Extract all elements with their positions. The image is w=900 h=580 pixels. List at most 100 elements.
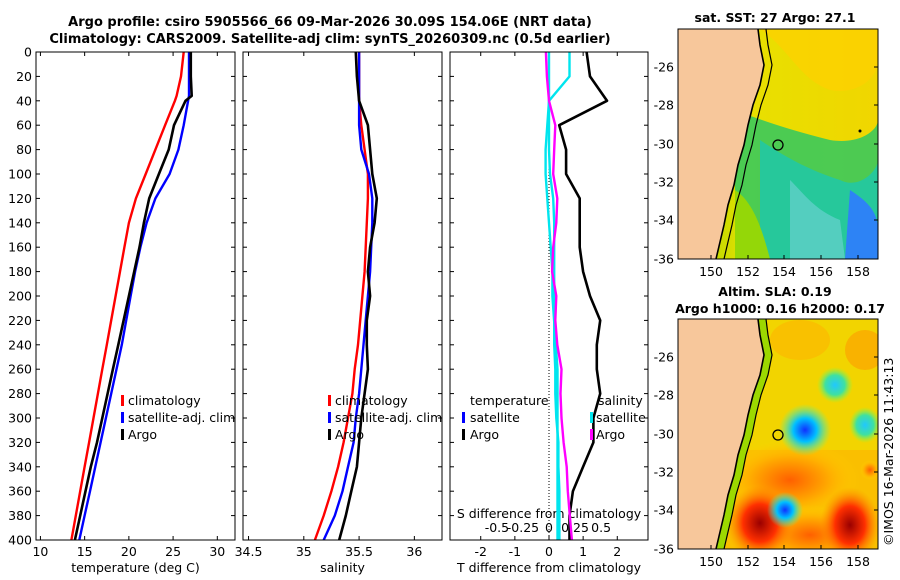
depth-tick-label: 40 bbox=[16, 93, 32, 108]
x2-tick-label: -0.25 bbox=[507, 520, 539, 535]
legend-label-climatology: climatology bbox=[335, 393, 408, 408]
legend-swatch bbox=[121, 412, 124, 423]
sla-map: -26 -28 -30 -32 -34 -36 150 152 154 156 158 bbox=[654, 318, 879, 569]
depth-tick-label: 20 bbox=[16, 69, 32, 84]
map-lat-label: -28 bbox=[654, 388, 674, 403]
map-lat-label: -36 bbox=[654, 542, 674, 557]
series-climatology bbox=[313, 52, 370, 541]
legend-label-T-satellite: satellite bbox=[470, 410, 520, 425]
map-lon-label: 158 bbox=[846, 554, 870, 569]
legend-difference: temperature salinity satellite satellite Arg… bbox=[462, 393, 646, 442]
panel-salinity: 34.5 35 35.5 36 salinity bbox=[235, 51, 443, 575]
legend-label-S-argo: Argo bbox=[596, 427, 625, 442]
legend-swatch bbox=[590, 412, 593, 423]
sst-field bbox=[678, 29, 878, 259]
map-lat-label: -32 bbox=[654, 465, 674, 480]
profile-charts: 0204060801001201401601802002202402602803… bbox=[8, 45, 649, 575]
imos-stamp: ©IMOS 16-Mar-2026 11:43:13 bbox=[881, 358, 896, 546]
depth-tick-label: 380 bbox=[8, 508, 32, 523]
x-tick-label: -2 bbox=[474, 544, 486, 559]
series-argo bbox=[337, 51, 379, 541]
depth-tick-label: 200 bbox=[8, 289, 32, 304]
sst-map: -26 -28 -30 -32 -34 -36 150 152 154 156 158 bbox=[654, 28, 879, 279]
depth-tick-label: 240 bbox=[8, 337, 32, 352]
depth-tick-label: 260 bbox=[8, 362, 32, 377]
depth-tick-label: 320 bbox=[8, 435, 32, 450]
map-lat-label: -28 bbox=[654, 98, 674, 113]
legend-swatch bbox=[328, 429, 331, 440]
x2-tick-label: 0 bbox=[545, 520, 553, 535]
map-lon-label: 152 bbox=[736, 264, 760, 279]
map-lon-label: 156 bbox=[809, 264, 833, 279]
map-lon-label: 156 bbox=[809, 554, 833, 569]
series-climatology bbox=[70, 51, 185, 541]
depth-tick-label: 0 bbox=[24, 45, 32, 60]
map-lon-label: 158 bbox=[846, 264, 870, 279]
x-tick-label: 2 bbox=[613, 544, 621, 559]
map-lon-label: 154 bbox=[772, 264, 796, 279]
x-tick-label: 10 bbox=[32, 544, 48, 559]
map-lat-label: -26 bbox=[654, 350, 674, 365]
sla-field bbox=[678, 319, 878, 549]
x-tick-label: 15 bbox=[77, 544, 93, 559]
depth-tick-label: 120 bbox=[8, 191, 32, 206]
depth-tick-label: 280 bbox=[8, 386, 32, 401]
depth-tick-label: 180 bbox=[8, 264, 32, 279]
depth-tick-label: 300 bbox=[8, 411, 32, 426]
x-axis-label: salinity bbox=[320, 560, 365, 575]
legend-swatch bbox=[462, 429, 465, 440]
depth-tick-label: 160 bbox=[8, 240, 32, 255]
x-tick-label: 1 bbox=[579, 544, 587, 559]
legend-label-argo: Argo bbox=[128, 427, 157, 442]
legend-swatch bbox=[328, 395, 331, 406]
legend: climatology satellite-adj. clim Argo bbox=[121, 393, 235, 442]
x-tick-label: 25 bbox=[165, 544, 181, 559]
sst-map-title: sat. SST: 27 Argo: 27.1 bbox=[694, 10, 856, 25]
legend-label-T-argo: Argo bbox=[470, 427, 499, 442]
x-tick-label: 34.5 bbox=[235, 544, 263, 559]
legend-label-S-satellite: satellite bbox=[596, 410, 646, 425]
x-tick-label: -1 bbox=[509, 544, 521, 559]
legend-swatch bbox=[462, 412, 465, 423]
series-satellite-adj.-clim bbox=[78, 52, 191, 541]
plot-frame bbox=[242, 51, 443, 541]
map-lat-label: -26 bbox=[654, 60, 674, 75]
x-axis-label: T difference from climatology bbox=[456, 560, 642, 575]
depth-tick-label: 400 bbox=[8, 533, 32, 548]
plot-frame bbox=[35, 51, 236, 541]
x-tick-label: 0 bbox=[545, 544, 553, 559]
depth-tick-label: 100 bbox=[8, 167, 32, 182]
legend-title-temperature: temperature bbox=[470, 393, 549, 408]
series-s-satellite bbox=[547, 52, 561, 540]
x2-axis-label: S difference from climatology bbox=[457, 506, 642, 521]
depth-tick-label: 80 bbox=[16, 142, 32, 157]
map-lat-label: -30 bbox=[654, 427, 674, 442]
map-lon-label: 152 bbox=[736, 554, 760, 569]
depth-tick-label: 60 bbox=[16, 118, 32, 133]
legend-swatch bbox=[121, 395, 124, 406]
map-lat-label: -32 bbox=[654, 175, 674, 190]
legend-title-salinity: salinity bbox=[598, 393, 643, 408]
svg-text:©IMOS 16-Mar-2026 11:43:13: ©IMOS 16-Mar-2026 11:43:13 bbox=[881, 358, 896, 546]
map-lat-label: -34 bbox=[654, 213, 674, 228]
series-argo bbox=[73, 52, 193, 541]
legend-label-satellite: satellite-adj. clim bbox=[128, 410, 235, 425]
map-lat-label: -30 bbox=[654, 137, 674, 152]
sla-map-title: Altim. SLA: 0.19 bbox=[718, 284, 832, 299]
x2-tick-label: 0.5 bbox=[591, 520, 611, 535]
legend-swatch bbox=[590, 429, 593, 440]
series-satellite-adj.-clim bbox=[322, 52, 374, 541]
figure-title-line2: Climatology: CARS2009. Satellite-adj cli… bbox=[49, 32, 611, 47]
x-tick-label: 35 bbox=[296, 544, 312, 559]
depth-tick-label: 340 bbox=[8, 459, 32, 474]
series-t-argo bbox=[557, 51, 609, 540]
sla-map-subtitle: Argo h1000: 0.16 h2000: 0.17 bbox=[675, 301, 885, 316]
x-tick-label: 30 bbox=[209, 544, 225, 559]
figure-title-line1: Argo profile: csiro 5905566_66 09-Mar-20… bbox=[68, 15, 592, 30]
x2-tick-label: -0.5 bbox=[485, 520, 509, 535]
legend-swatch bbox=[121, 429, 124, 440]
legend-label-climatology: climatology bbox=[128, 393, 201, 408]
legend: climatology satellite-adj. clim Argo bbox=[328, 393, 442, 442]
series-s-argo bbox=[544, 51, 574, 541]
depth-tick-label: 140 bbox=[8, 215, 32, 230]
